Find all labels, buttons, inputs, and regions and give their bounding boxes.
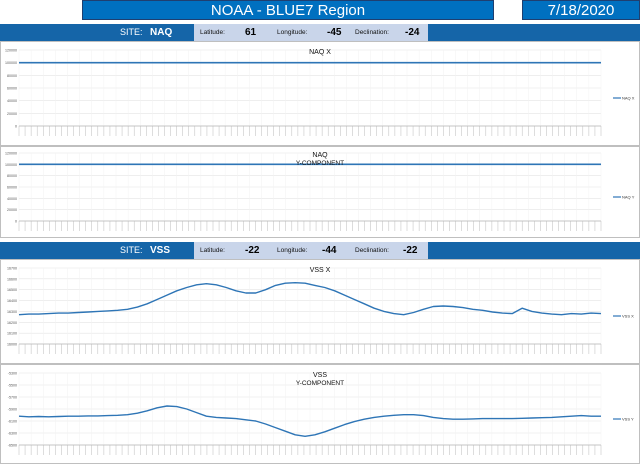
chart-svg: -6500 -6300 -6100 -5900 -5700 -5500 -5300 VSSY-… <box>8 372 634 455</box>
site-label: SITE: <box>120 245 143 255</box>
y-tick-label: 120000 <box>5 152 17 156</box>
y-tick-label: -6300 <box>8 432 17 436</box>
site-bar-naq: SITE: NAQ Latitude: 61 Longitude: -45 De… <box>0 24 640 41</box>
y-tick-label: 0 <box>15 220 17 224</box>
y-tick-label: 80000 <box>7 74 17 78</box>
site-code: VSS <box>150 245 171 256</box>
latitude-value: -22 <box>245 245 260 256</box>
site-info-panel <box>194 24 428 41</box>
series-line <box>18 282 602 316</box>
y-tick-label: 16000 <box>7 343 17 347</box>
legend-label: NAQ Y <box>622 195 635 200</box>
declination-value: -22 <box>403 245 418 256</box>
legend-label: NAQ X <box>622 96 635 101</box>
site-info-panel <box>194 242 428 259</box>
longitude-value: -44 <box>322 245 337 256</box>
y-tick-label: 20000 <box>7 112 17 116</box>
longitude-label: Longitude: <box>277 29 308 36</box>
y-tick-label: 20000 <box>7 208 17 212</box>
y-tick-label: -5500 <box>8 384 17 388</box>
y-tick-label: 60000 <box>7 87 17 91</box>
chart-naq-x: 0 20000 40000 60000 80000 100000 120000 NAQ X NA… <box>0 41 640 146</box>
y-tick-label: -5700 <box>8 396 17 400</box>
y-tick-label: 40000 <box>7 99 17 103</box>
y-tick-label: 60000 <box>7 186 17 190</box>
chart-title: VSS <box>313 372 327 379</box>
chart-subtitle: Y-COMPONENT <box>296 380 344 387</box>
chart-vss-y: -6500 -6300 -6100 -5900 -5700 -5500 -5300 VSS Y-… <box>0 364 640 464</box>
chart-title: NAQ X <box>309 49 331 56</box>
chart-title: VSS X <box>310 267 331 274</box>
chart-naq-y: 0 20000 40000 60000 80000 100000 120000 NAQ Y-CO… <box>0 146 640 238</box>
y-tick-label: -5300 <box>8 372 17 376</box>
page-title: NOAA - BLUE7 Region <box>82 0 494 20</box>
y-tick-label: 16700 <box>7 267 17 271</box>
declination-label: Declination: <box>355 29 389 36</box>
chart-vss-x: 16000 16100 16200 16300 16400 16500 16600 16700… <box>0 259 640 364</box>
y-tick-label: 16600 <box>7 277 17 281</box>
site-bar-vss: SITE: VSS Latitude: -22 Longitude: -44 D… <box>0 242 640 259</box>
y-tick-label: -5900 <box>8 408 17 412</box>
site-code: NAQ <box>150 27 173 38</box>
y-tick-label: 120000 <box>5 49 17 53</box>
chart-title: NAQ <box>312 152 328 159</box>
longitude-value: -45 <box>327 27 342 38</box>
legend-label: VSS Y <box>622 417 634 422</box>
y-tick-label: 16200 <box>7 321 17 325</box>
y-tick-label: 16300 <box>7 310 17 314</box>
legend-label: VSS X <box>622 314 634 319</box>
chart-svg: 0 20000 40000 60000 80000 100000 120000 NAQY-CO… <box>5 152 635 231</box>
declination-value: -24 <box>405 27 420 38</box>
y-tick-label: -6100 <box>8 420 17 424</box>
y-tick-label: 100000 <box>5 61 17 65</box>
y-tick-label: 16400 <box>7 299 17 303</box>
date-display: 7/18/2020 <box>522 0 640 20</box>
y-tick-label: 40000 <box>7 197 17 201</box>
declination-label: Declination: <box>355 247 389 254</box>
y-tick-label: 80000 <box>7 174 17 178</box>
y-tick-label: 100000 <box>5 163 17 167</box>
y-tick-label: 0 <box>15 125 17 129</box>
site-label: SITE: <box>120 27 143 37</box>
series-line <box>18 405 601 437</box>
y-tick-label: 16100 <box>7 332 17 336</box>
chart-svg: 16000 16100 16200 16300 16400 16500 16600 16700… <box>7 267 634 354</box>
chart-svg: 0 20000 40000 60000 80000 100000 120000 NAQ X NA… <box>5 49 635 136</box>
y-tick-label: -6500 <box>8 444 17 448</box>
latitude-label: Latitude: <box>200 247 225 254</box>
y-tick-label: 16500 <box>7 288 17 292</box>
chart-subtitle: Y-COMPONENT <box>296 160 344 167</box>
latitude-label: Latitude: <box>200 29 225 36</box>
longitude-label: Longitude: <box>277 247 308 254</box>
latitude-value: 61 <box>245 27 257 38</box>
